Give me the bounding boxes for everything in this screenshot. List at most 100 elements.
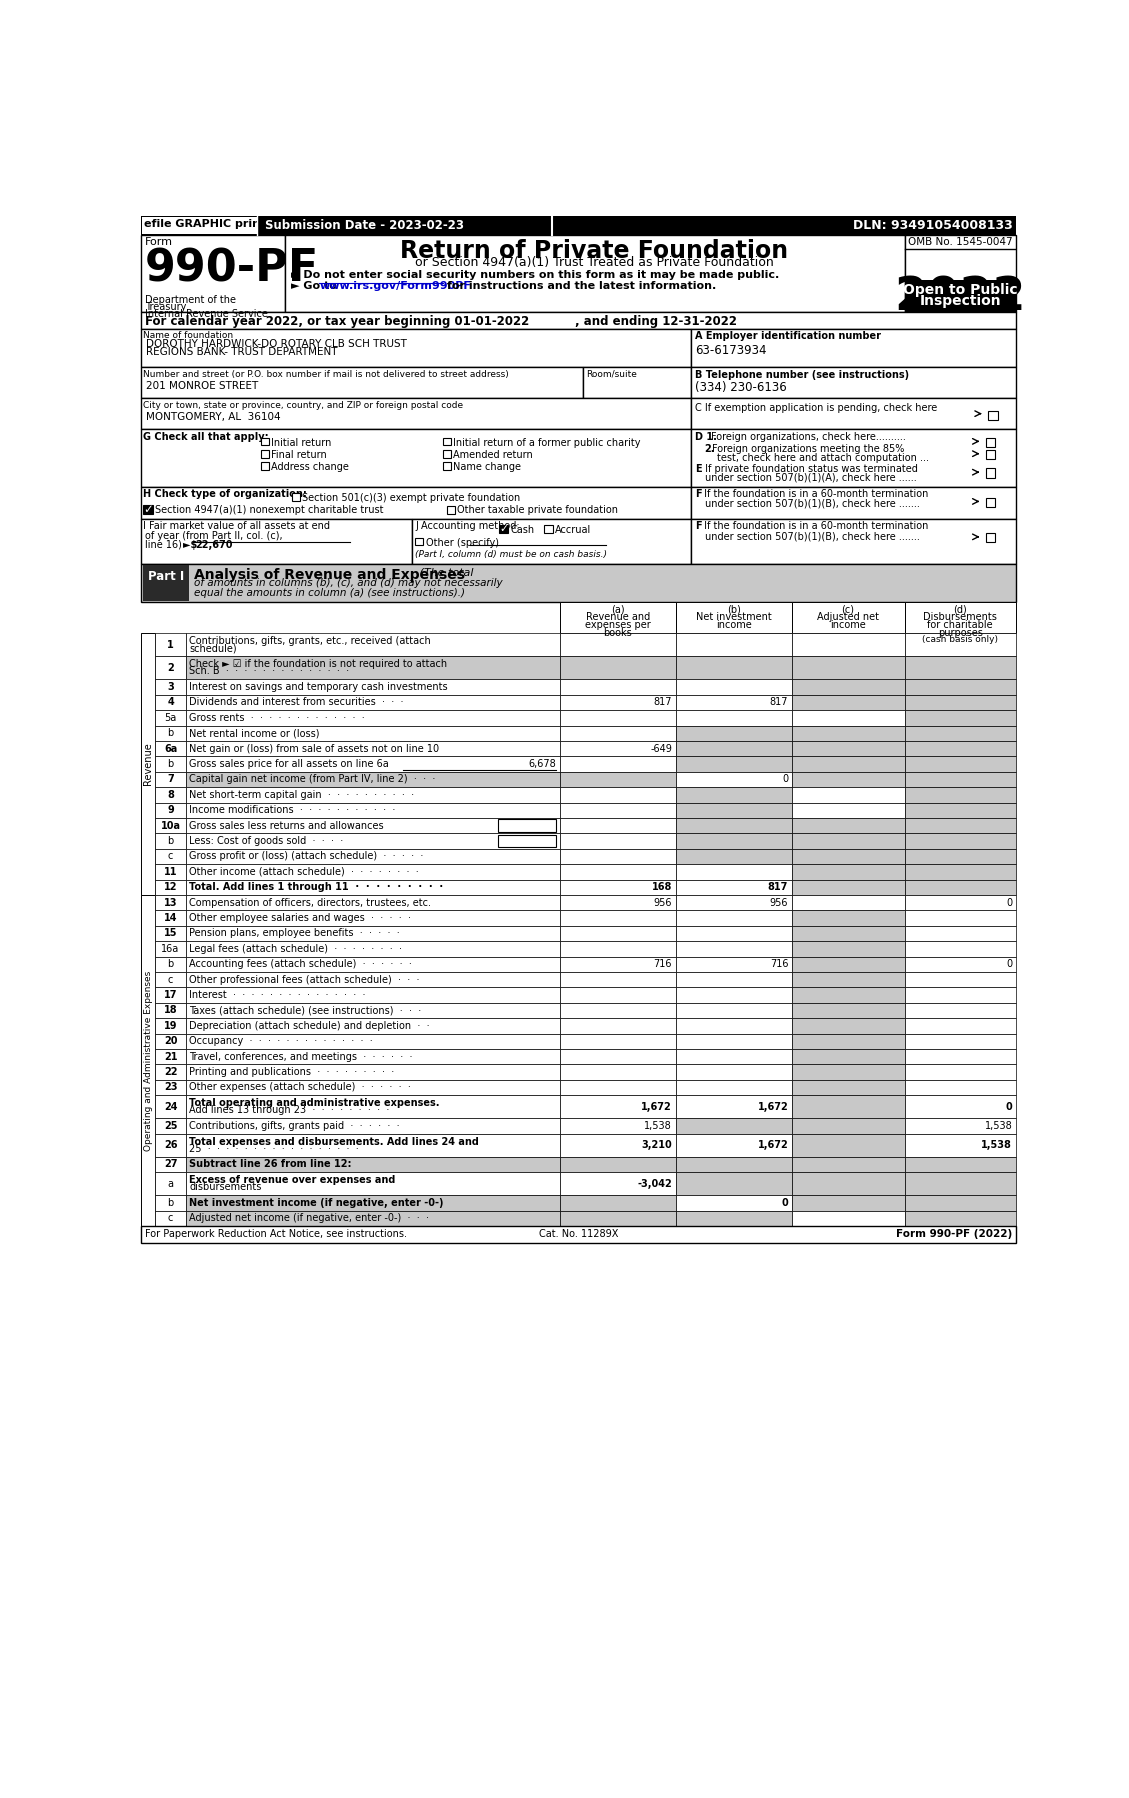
Text: 23: 23 bbox=[164, 1082, 177, 1093]
Text: OMB No. 1545-0047: OMB No. 1545-0047 bbox=[909, 237, 1013, 248]
Bar bbox=[676, 957, 793, 973]
Bar bbox=[560, 656, 676, 680]
Text: 0: 0 bbox=[781, 1197, 788, 1208]
Text: Analysis of Revenue and Expenses: Analysis of Revenue and Expenses bbox=[194, 568, 465, 581]
Text: 716: 716 bbox=[770, 958, 788, 969]
Bar bbox=[498, 834, 555, 847]
Bar bbox=[676, 910, 793, 926]
Bar bbox=[676, 1064, 793, 1081]
Text: Other taxable private foundation: Other taxable private foundation bbox=[457, 505, 619, 514]
Bar bbox=[186, 957, 560, 973]
Bar bbox=[560, 602, 676, 633]
Bar bbox=[186, 1081, 560, 1095]
Bar bbox=[904, 879, 1016, 895]
Bar bbox=[186, 926, 560, 940]
Text: Revenue: Revenue bbox=[143, 743, 154, 786]
Bar bbox=[155, 726, 186, 741]
Bar bbox=[904, 236, 1016, 313]
Bar bbox=[444, 450, 452, 457]
Bar bbox=[141, 520, 412, 565]
Bar bbox=[676, 1196, 793, 1210]
Text: ✓: ✓ bbox=[143, 503, 152, 516]
Bar bbox=[186, 1172, 560, 1196]
Text: Depreciation (attach schedule) and depletion  ·  ·: Depreciation (attach schedule) and deple… bbox=[190, 1021, 430, 1030]
Text: ► Do not enter social security numbers on this form as it may be made public.: ► Do not enter social security numbers o… bbox=[290, 270, 779, 280]
Bar bbox=[691, 329, 1016, 367]
Bar bbox=[560, 818, 676, 832]
Text: D 1.: D 1. bbox=[695, 432, 717, 442]
Bar bbox=[560, 987, 676, 1003]
Text: If private foundation status was terminated: If private foundation status was termina… bbox=[702, 464, 918, 473]
Bar bbox=[988, 410, 998, 419]
Bar bbox=[186, 849, 560, 865]
Text: 21: 21 bbox=[164, 1052, 177, 1061]
Text: under section 507(b)(1)(A), check here ......: under section 507(b)(1)(A), check here .… bbox=[704, 473, 917, 482]
Bar bbox=[676, 633, 793, 656]
Bar bbox=[793, 1081, 904, 1095]
Bar bbox=[793, 802, 904, 818]
Text: 0: 0 bbox=[1006, 897, 1013, 908]
Bar bbox=[560, 973, 676, 987]
Bar bbox=[560, 1118, 676, 1133]
Text: Adjusted net income (if negative, enter -0-)  ·  ·  ·: Adjusted net income (if negative, enter … bbox=[190, 1214, 429, 1223]
Bar bbox=[904, 818, 1016, 832]
Text: 26: 26 bbox=[164, 1140, 177, 1151]
Bar bbox=[155, 973, 186, 987]
Text: Contributions, gifts, grants paid  ·  ·  ·  ·  ·  ·: Contributions, gifts, grants paid · · · … bbox=[190, 1120, 400, 1131]
Bar bbox=[141, 329, 691, 367]
Bar bbox=[560, 832, 676, 849]
Bar bbox=[560, 879, 676, 895]
Bar bbox=[904, 1172, 1016, 1196]
Bar bbox=[676, 1095, 793, 1118]
Text: 1,672: 1,672 bbox=[758, 1140, 788, 1151]
Bar bbox=[904, 602, 1016, 633]
Bar bbox=[676, 694, 793, 710]
Text: Net rental income or (loss): Net rental income or (loss) bbox=[190, 728, 320, 739]
Text: 817: 817 bbox=[654, 698, 672, 707]
Text: a: a bbox=[167, 1179, 174, 1188]
Bar bbox=[676, 832, 793, 849]
Bar bbox=[155, 1196, 186, 1210]
Bar bbox=[186, 987, 560, 1003]
Bar bbox=[904, 1003, 1016, 1018]
Bar bbox=[155, 832, 186, 849]
Bar bbox=[676, 656, 793, 680]
Bar bbox=[793, 1133, 904, 1156]
Bar bbox=[676, 1210, 793, 1226]
Text: Disbursements: Disbursements bbox=[924, 613, 997, 622]
Bar bbox=[186, 895, 560, 910]
Text: under section 507(b)(1)(B), check here .......: under section 507(b)(1)(B), check here .… bbox=[704, 532, 919, 541]
Text: Net gain or (loss) from sale of assets not on line 10: Net gain or (loss) from sale of assets n… bbox=[190, 744, 439, 753]
Text: 20: 20 bbox=[164, 1036, 177, 1046]
Text: b: b bbox=[167, 759, 174, 770]
Text: Internal Revenue Service: Internal Revenue Service bbox=[145, 309, 268, 318]
Bar bbox=[676, 895, 793, 910]
Text: Gross sales less returns and allowances: Gross sales less returns and allowances bbox=[190, 820, 384, 831]
Text: 817: 817 bbox=[768, 883, 788, 892]
Text: MONTGOMERY, AL  36104: MONTGOMERY, AL 36104 bbox=[146, 412, 280, 423]
Text: 1,538: 1,538 bbox=[981, 1140, 1013, 1151]
Text: For calendar year 2022, or tax year beginning 01-01-2022: For calendar year 2022, or tax year begi… bbox=[145, 315, 530, 327]
Bar bbox=[186, 694, 560, 710]
Bar bbox=[155, 895, 186, 910]
Bar bbox=[560, 757, 676, 771]
Text: Open to Public: Open to Public bbox=[903, 282, 1017, 297]
Bar bbox=[793, 973, 904, 987]
Bar bbox=[186, 757, 560, 771]
Bar bbox=[155, 771, 186, 788]
Text: Name of foundation: Name of foundation bbox=[143, 331, 234, 340]
Text: of amounts in columns (b), (c), and (d) may not necessarily: of amounts in columns (b), (c), and (d) … bbox=[194, 579, 502, 588]
Text: Accrual: Accrual bbox=[555, 525, 592, 534]
Bar bbox=[141, 487, 691, 520]
Bar bbox=[141, 565, 1016, 602]
Text: 3: 3 bbox=[167, 681, 174, 692]
Text: Section 4947(a)(1) nonexempt charitable trust: Section 4947(a)(1) nonexempt charitable … bbox=[155, 505, 384, 514]
Text: If the foundation is in a 60-month termination: If the foundation is in a 60-month termi… bbox=[701, 521, 929, 532]
Text: H Check type of organization:: H Check type of organization: bbox=[143, 489, 307, 500]
Bar bbox=[560, 849, 676, 865]
Bar bbox=[415, 538, 423, 545]
Text: Address change: Address change bbox=[271, 462, 349, 473]
Text: 17: 17 bbox=[164, 991, 177, 1000]
Bar bbox=[186, 802, 560, 818]
Text: Net investment income (if negative, enter -0-): Net investment income (if negative, ente… bbox=[190, 1197, 444, 1208]
